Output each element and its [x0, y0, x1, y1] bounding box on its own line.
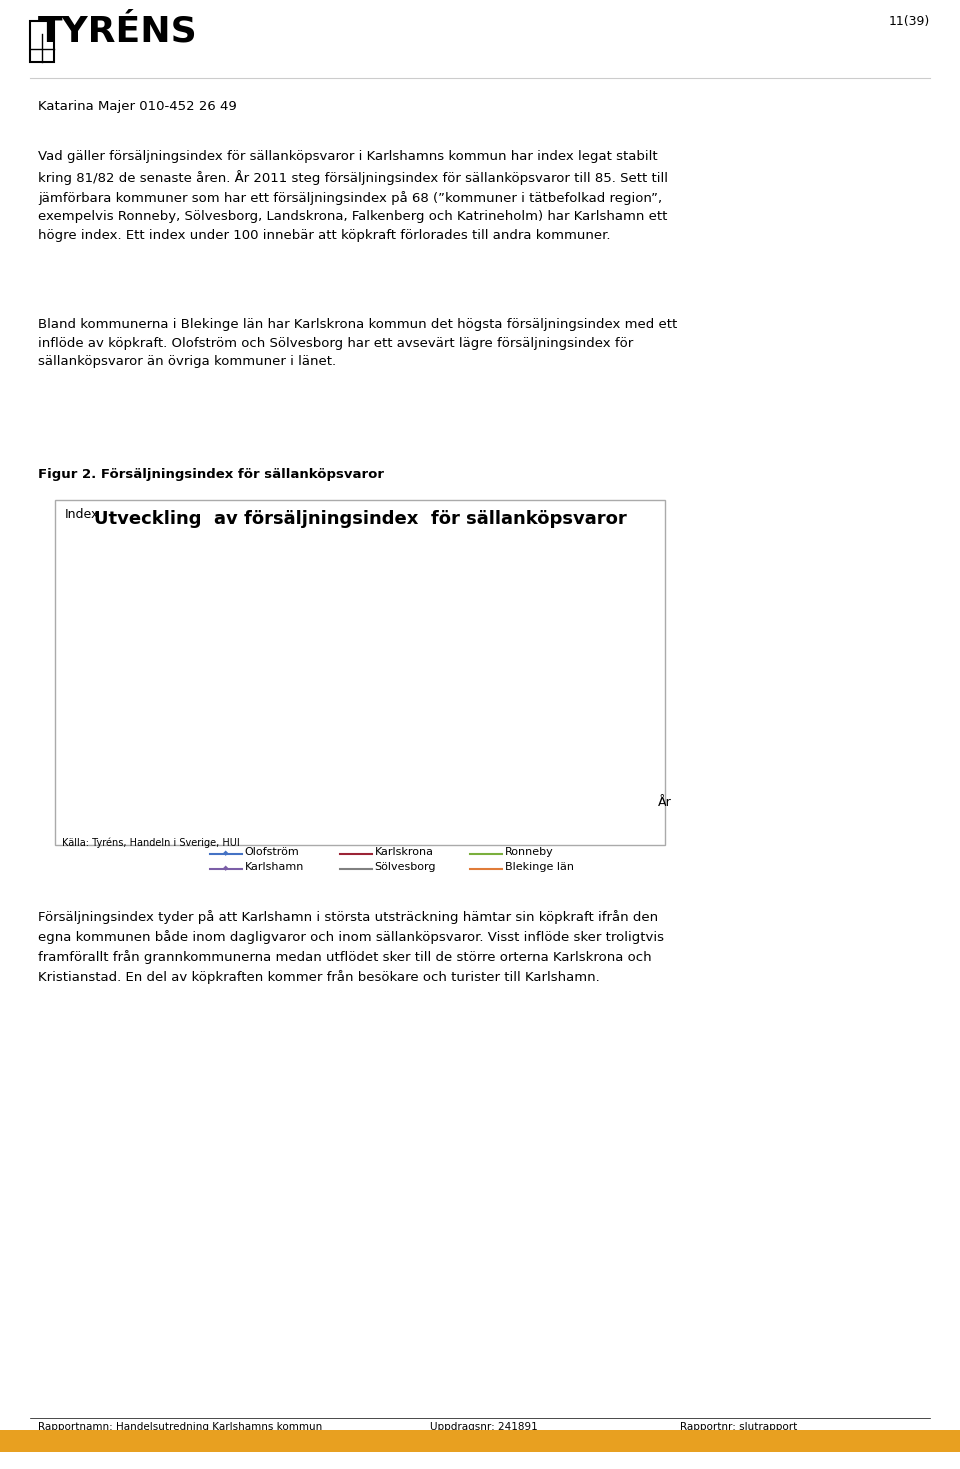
Text: Källa: Tyréns, Handeln i Sverige, HUI: Källa: Tyréns, Handeln i Sverige, HUI: [62, 837, 240, 849]
Text: Utveckling  av försäljningsindex  för sällanköpsvaror: Utveckling av försäljningsindex för säll…: [94, 510, 626, 527]
Text: TYRÉNS: TYRÉNS: [38, 15, 198, 48]
Text: Vad gäller försäljningsindex för sällanköpsvaror i Karlshamns kommun har index l: Vad gäller försäljningsindex för sällank…: [38, 150, 668, 241]
Text: Bland kommunerna i Blekinge län har Karlskrona kommun det högsta försäljningsind: Bland kommunerna i Blekinge län har Karl…: [38, 317, 677, 369]
Text: Uppdragsnr: 241891: Uppdragsnr: 241891: [430, 1422, 538, 1432]
Text: Olofström: Olofström: [245, 848, 300, 856]
Text: Karlskrona: Karlskrona: [374, 848, 434, 856]
Text: 81: 81: [132, 660, 147, 670]
Text: ◆: ◆: [223, 865, 228, 871]
Text: 85: 85: [590, 648, 605, 658]
Text: 82: 82: [476, 657, 491, 667]
Text: Index: Index: [65, 508, 100, 521]
Text: 11(39): 11(39): [889, 15, 930, 28]
Text: Karlshamn: Karlshamn: [245, 862, 304, 873]
Text: ◆: ◆: [223, 851, 228, 856]
Text: Blekinge län: Blekinge län: [505, 862, 573, 873]
Text: Figur 2. Försäljningsindex för sällanköpsvaror: Figur 2. Försäljningsindex för sällanköp…: [38, 469, 384, 480]
Text: Ronneby: Ronneby: [505, 848, 553, 856]
Text: Katarina Majer 010-452 26 49: Katarina Majer 010-452 26 49: [38, 100, 237, 113]
Text: År: År: [658, 796, 672, 809]
Text: Beställare: Karlshamns kommun, Kommunkansliet: Beställare: Karlshamns kommun, Kommunkan…: [38, 1437, 301, 1445]
Text: 82: 82: [361, 657, 375, 667]
Text: Rapportnamn: Handelsutredning Karlshamns kommun: Rapportnamn: Handelsutredning Karlshamns…: [38, 1422, 323, 1432]
Text: Försäljningsindex tyder på att Karlshamn i största utsträckning hämtar sin köpkr: Försäljningsindex tyder på att Karlshamn…: [38, 909, 664, 984]
Text: Rapportnr: slutrapport: Rapportnr: slutrapport: [680, 1422, 797, 1432]
Text: Sölvesborg: Sölvesborg: [374, 862, 436, 873]
Text: 81: 81: [247, 660, 261, 670]
